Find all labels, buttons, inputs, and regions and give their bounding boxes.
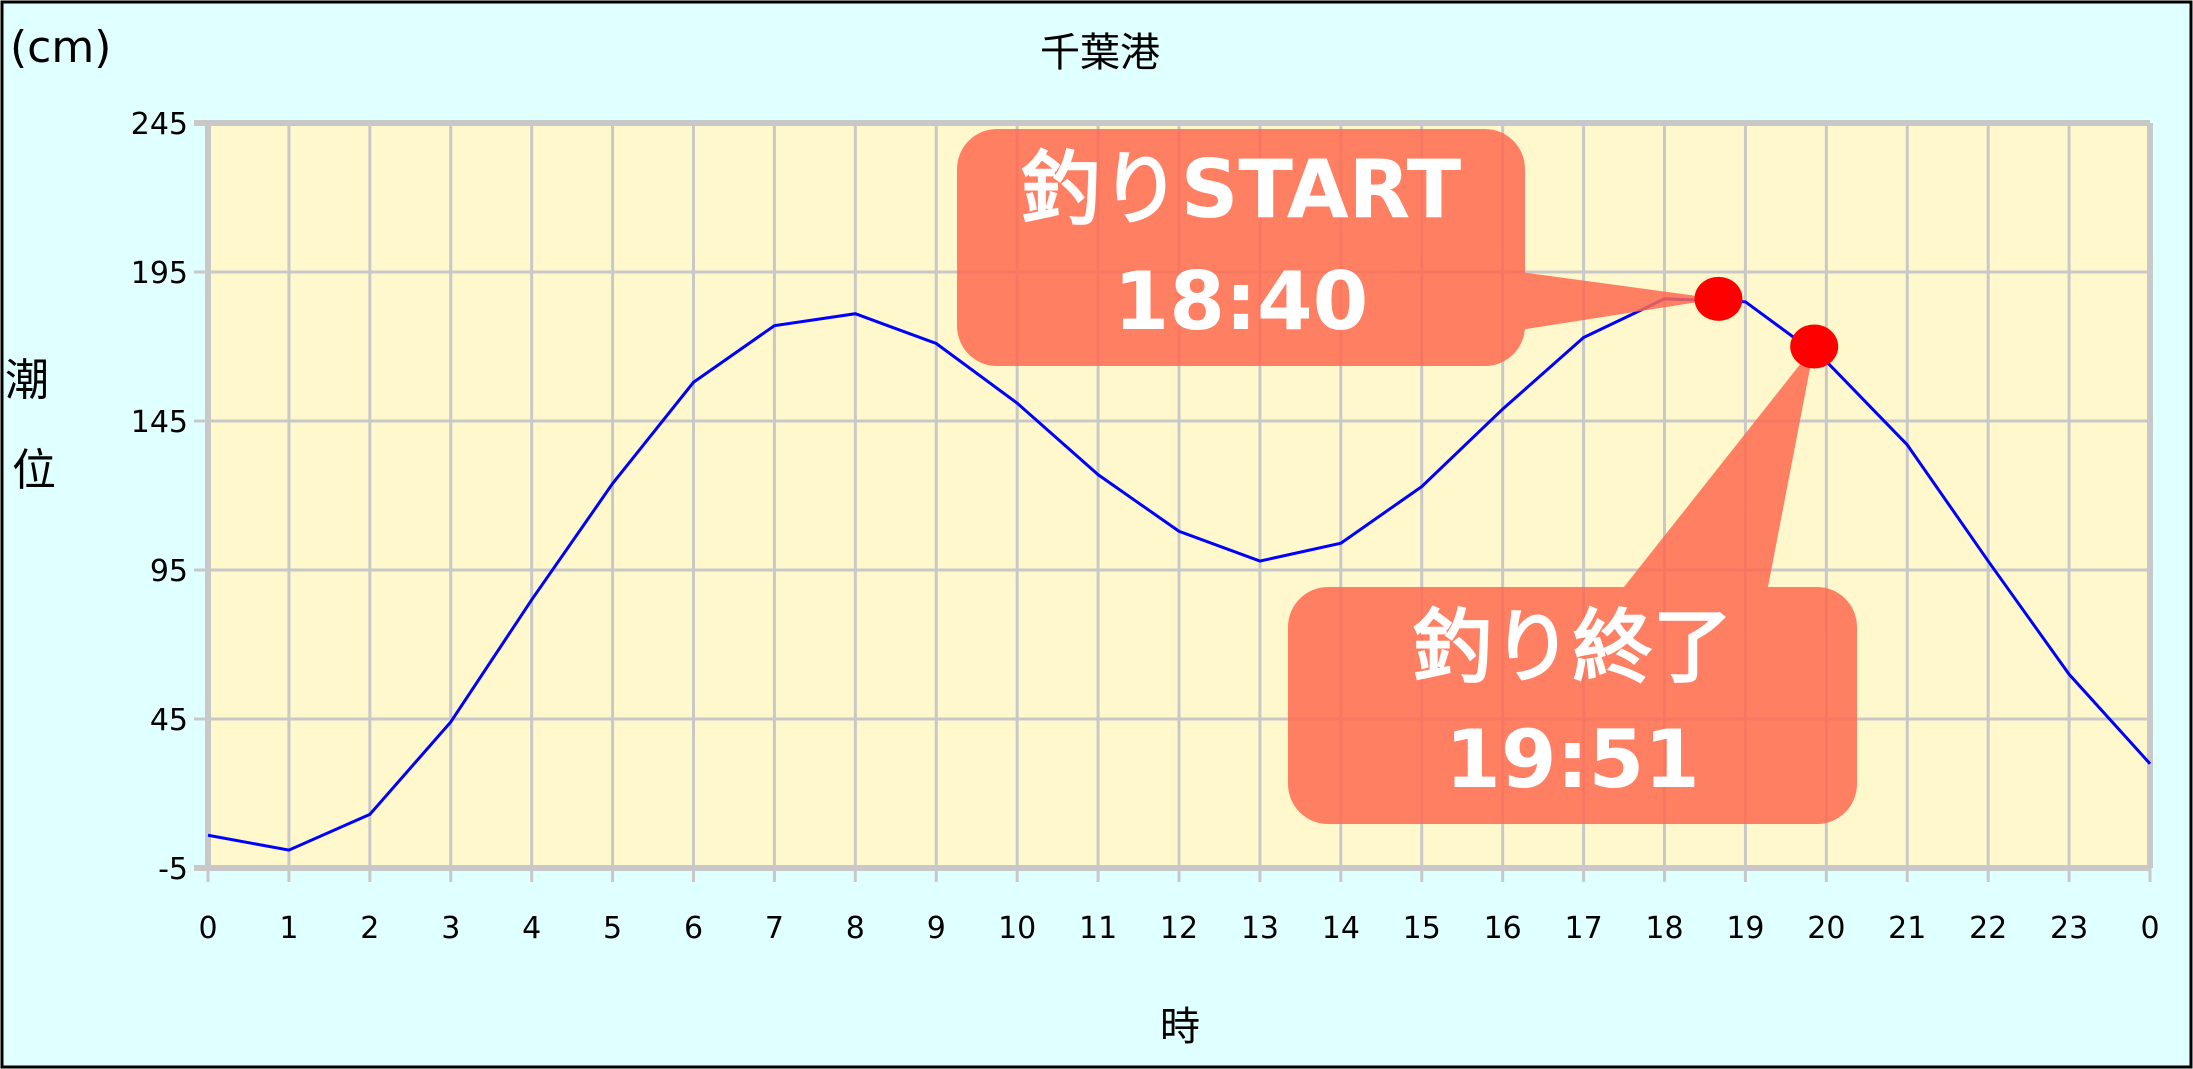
x-tick-label: 3 — [441, 911, 460, 946]
callout-end — [1288, 346, 1857, 824]
x-tick-label: 19 — [1726, 911, 1764, 946]
x-tick-label: 0 — [198, 911, 217, 946]
x-tick-label: 9 — [927, 911, 946, 946]
callout-text: 釣りSTART — [1021, 143, 1462, 236]
y-tick-label: 245 — [131, 107, 188, 142]
callout-pointer — [1620, 346, 1815, 592]
x-tick-label: 14 — [1322, 911, 1360, 946]
chart-title: 千葉港 — [1040, 30, 1160, 76]
y-axis-label-char: 位 — [12, 445, 56, 496]
marker-start — [1694, 276, 1743, 321]
x-tick-label: 17 — [1564, 911, 1602, 946]
x-tick-label: 23 — [2050, 911, 2088, 946]
x-tick-label: 20 — [1807, 911, 1845, 946]
x-tick-label: 15 — [1403, 911, 1441, 946]
x-axis-label: 時 — [1160, 1004, 1200, 1050]
y-tick-label: 95 — [150, 554, 188, 589]
x-tick-label: 5 — [603, 911, 622, 946]
callout-text: 釣り終了 — [1413, 601, 1733, 694]
x-tick-label: 12 — [1160, 911, 1198, 946]
y-tick-label: 145 — [131, 405, 188, 440]
y-tick-label: 45 — [150, 703, 188, 738]
x-tick-label: 7 — [765, 911, 784, 946]
callout-box — [1288, 587, 1857, 824]
callout-pointer — [1520, 272, 1719, 330]
x-tick-label: 1 — [279, 911, 298, 946]
y-unit-label: (cm) — [10, 22, 111, 73]
x-tick-label: 8 — [846, 911, 865, 946]
y-tick-label: 195 — [131, 256, 188, 291]
x-tick-label: 2 — [360, 911, 379, 946]
x-tick-label: 0 — [2140, 911, 2159, 946]
callout-text: 19:51 — [1445, 713, 1700, 806]
x-tick-label: 18 — [1645, 911, 1683, 946]
x-tick-label: 16 — [1484, 911, 1522, 946]
x-tick-label: 21 — [1888, 911, 1926, 946]
x-tick-label: 11 — [1079, 911, 1117, 946]
x-tick-label: 13 — [1241, 911, 1279, 946]
callout-box — [957, 129, 1525, 366]
y-axis-label-char: 潮 — [5, 355, 49, 406]
marker-end — [1790, 324, 1839, 369]
callout-start — [957, 129, 1719, 366]
callout-text: 18:40 — [1114, 255, 1369, 348]
x-tick-label: 10 — [998, 911, 1036, 946]
x-tick-label: 22 — [1969, 911, 2007, 946]
x-tick-label: 6 — [684, 911, 703, 946]
x-tick-label: 4 — [522, 911, 541, 946]
y-axis-label: 潮 位 — [5, 355, 63, 496]
y-tick-label: -5 — [158, 852, 188, 887]
